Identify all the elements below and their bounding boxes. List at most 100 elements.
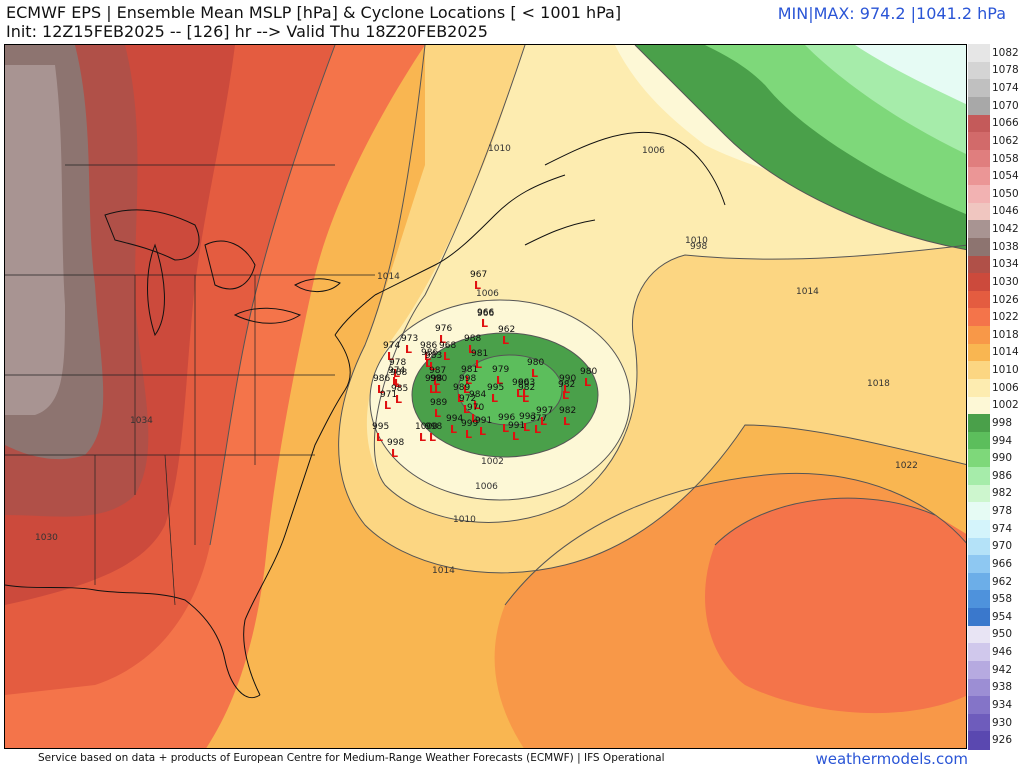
- cyclone-pressure-value: 990: [559, 374, 576, 384]
- low-center-marker: L: [540, 415, 547, 428]
- band-1022-southeast: [705, 498, 966, 714]
- cyclone-pressure-value: 986: [373, 374, 390, 384]
- colorbar-label: 1054: [992, 170, 1019, 183]
- cyclone-pressure-value: 990: [430, 374, 447, 384]
- low-center-marker: L: [424, 350, 431, 363]
- cyclone-pressure-value: 1000: [415, 422, 438, 432]
- cyclone-pressure-value: 985: [391, 384, 408, 394]
- great-lakes: [104, 209, 341, 337]
- colorbar-label: 994: [992, 434, 1013, 447]
- colorbar-swatch: [968, 572, 990, 591]
- contour-label: 1018: [867, 379, 890, 389]
- colorbar-label: 966: [992, 557, 1013, 570]
- low-center-marker: L: [584, 376, 591, 389]
- colorbar-label: 1018: [992, 328, 1019, 341]
- contour-label: 1014: [796, 287, 819, 297]
- cyclone-pressure-value: 995: [487, 383, 504, 393]
- colorbar-swatch: [968, 537, 990, 556]
- low-center-marker: L: [563, 383, 570, 396]
- low-center-marker: L: [419, 431, 426, 444]
- cyclone-pressure-value: 998: [387, 438, 404, 448]
- cyclone-pressure-value: 978: [389, 358, 406, 368]
- colorbar-swatch: [968, 273, 990, 292]
- cyclone-pressure-value: 989: [453, 383, 470, 393]
- low-center-marker: L: [512, 430, 519, 443]
- cyclone-pressure-value: 984: [469, 390, 486, 400]
- low-center-marker: L: [475, 358, 482, 371]
- colorbar-swatch: [968, 290, 990, 309]
- cyclone-pressure-value: 997: [536, 406, 553, 416]
- colorbar-swatch: [968, 590, 990, 609]
- colorbar-swatch: [968, 396, 990, 415]
- low-center-marker: L: [471, 412, 478, 425]
- colorbar-swatch: [968, 149, 990, 168]
- colorbar-label: 1042: [992, 223, 1019, 236]
- colorbar-label: 1002: [992, 399, 1019, 412]
- colorbar-label: 978: [992, 505, 1013, 518]
- cyclone-pressure-value: 982: [558, 380, 575, 390]
- contour-label: 1022: [895, 461, 918, 471]
- colorbar-swatch: [968, 502, 990, 521]
- low-center-marker: L: [394, 377, 401, 390]
- cyclone-pressure-value: 991: [508, 421, 525, 431]
- colorbar-label: 1058: [992, 152, 1019, 165]
- cyclone-pressure-value: 973: [401, 334, 418, 344]
- low-center-marker: L: [522, 387, 529, 400]
- colorbar-swatch: [968, 326, 990, 345]
- contour-label: 1002: [481, 457, 504, 467]
- colorbar-swatch: [968, 519, 990, 538]
- low-center-marker: L: [465, 374, 472, 387]
- colorbar-swatch: [968, 678, 990, 697]
- colorbar-swatch: [968, 79, 990, 98]
- colorbar-label: 938: [992, 681, 1013, 694]
- contour-label: 1006: [642, 146, 665, 156]
- low-center-marker: L: [534, 423, 541, 436]
- colorbar-label: 1038: [992, 240, 1019, 253]
- low-center-marker: L: [481, 317, 488, 330]
- colorbar-label: 1050: [992, 187, 1019, 200]
- colorbar-swatch: [968, 44, 990, 63]
- low-center-marker: L: [502, 422, 509, 435]
- colorbar-swatch: [968, 625, 990, 644]
- colorbar-label: 962: [992, 575, 1013, 588]
- low-center-marker: L: [463, 383, 470, 396]
- cyclone-pressure-value: 991: [475, 416, 492, 426]
- colorbar-swatch: [968, 308, 990, 327]
- contour-labels: 1006 1010 1014 1010 998 1014 1006 966 10…: [35, 144, 918, 576]
- colorbar-swatch: [968, 237, 990, 256]
- low-center-marker: L: [377, 383, 384, 396]
- cyclone-pressure-value: 960: [512, 378, 529, 388]
- colorbar-label: 990: [992, 452, 1013, 465]
- low-center-marker: L: [393, 367, 400, 380]
- low-center-marker: L: [391, 447, 398, 460]
- cyclone-pressure-value: 979: [492, 365, 509, 375]
- low-center-marker: L: [496, 374, 503, 387]
- low-center-marker: L: [562, 389, 569, 402]
- colorbar-label: 946: [992, 646, 1013, 659]
- contour-label: 1010: [453, 515, 476, 525]
- cyclone-pressure-value: 988: [464, 334, 481, 344]
- colorbar-swatch: [968, 467, 990, 486]
- cyclone-pressure-value: 998: [459, 374, 476, 384]
- low-center-marker: L: [468, 343, 475, 356]
- low-center-marker: L: [491, 392, 498, 405]
- data-credit: Service based on data + products of Euro…: [38, 752, 665, 764]
- contour-label: 966: [477, 309, 494, 319]
- pressure-map: 1006 1010 1014 1010 998 1014 1006 966 10…: [4, 44, 967, 749]
- colorbar-label: 942: [992, 663, 1013, 676]
- colorbar-swatch: [968, 220, 990, 239]
- low-center-marker: L: [522, 392, 529, 405]
- cyclone-pressure-value: 996: [498, 413, 515, 423]
- colorbar-swatch: [968, 361, 990, 380]
- colorbar-label: 1022: [992, 311, 1019, 324]
- contour-label: 1014: [432, 566, 455, 576]
- cyclone-pressure-value: 980: [527, 358, 544, 368]
- cyclone-pressure-value: 968: [439, 341, 456, 351]
- band-994-low: [458, 355, 562, 425]
- cyclone-pressure-value: 974: [388, 366, 405, 376]
- pressure-map-canvas: 1006 1010 1014 1010 998 1014 1006 966 10…: [5, 45, 966, 748]
- cyclone-pressure-value: 998: [425, 374, 442, 384]
- colorbar-label: 1026: [992, 293, 1019, 306]
- low-center-marker: L: [425, 357, 432, 370]
